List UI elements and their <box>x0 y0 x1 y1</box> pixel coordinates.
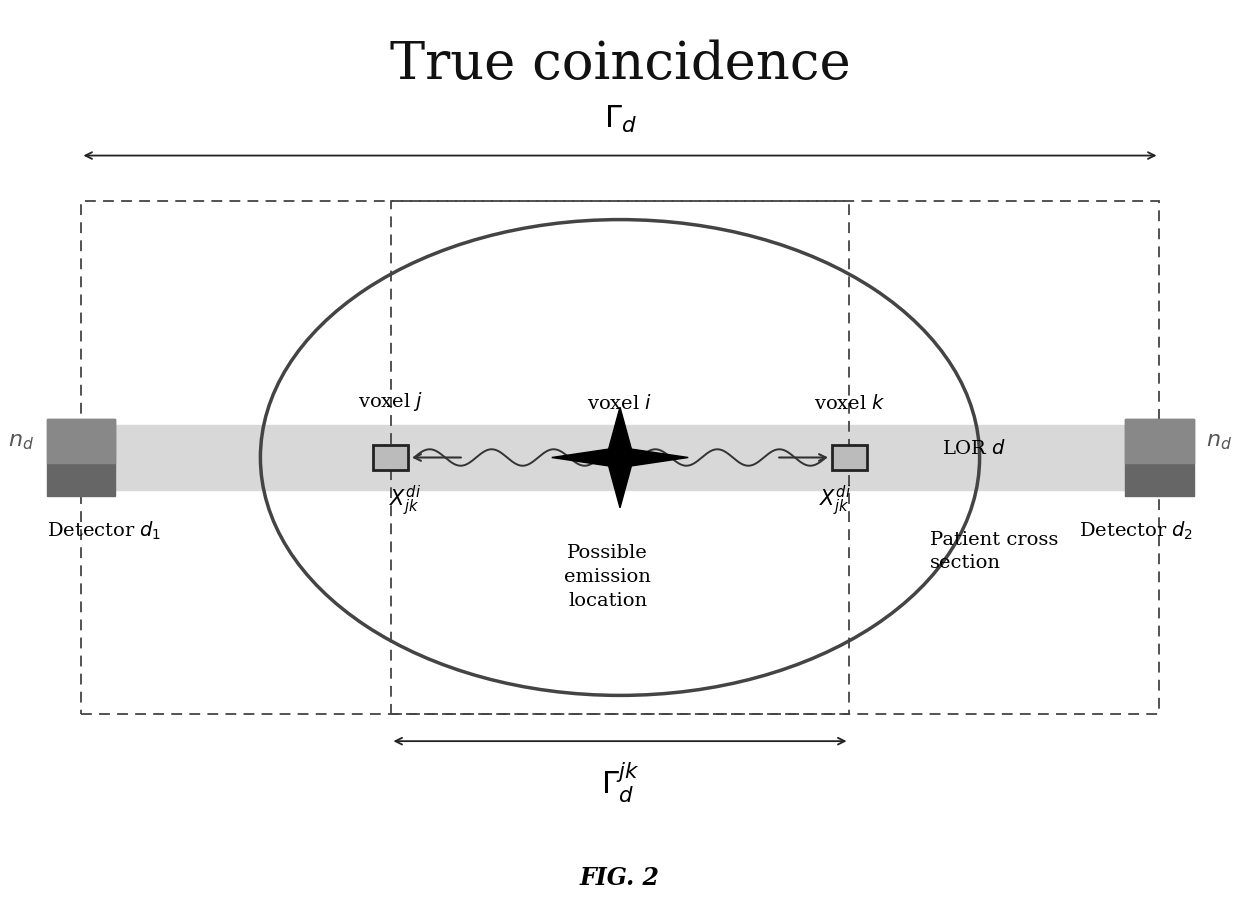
Bar <box>47 419 114 463</box>
Bar <box>373 445 408 470</box>
Text: $n_d$: $n_d$ <box>1205 429 1231 452</box>
Text: $\Gamma_d$: $\Gamma_d$ <box>604 104 636 135</box>
Text: $\Gamma_d^{jk}$: $\Gamma_d^{jk}$ <box>601 761 639 805</box>
Text: LOR $d$: LOR $d$ <box>942 439 1007 458</box>
Text: voxel $j$: voxel $j$ <box>358 390 423 413</box>
Bar <box>81 201 1159 714</box>
Text: voxel $i$: voxel $i$ <box>588 393 652 413</box>
Text: $n_d$: $n_d$ <box>9 429 35 452</box>
Text: FIG. 2: FIG. 2 <box>580 867 660 890</box>
Bar <box>1126 419 1194 463</box>
Polygon shape <box>552 407 688 508</box>
Text: $X_{jk}^{di}$: $X_{jk}^{di}$ <box>389 484 422 519</box>
Bar <box>47 419 114 496</box>
Text: Detector $d_1$: Detector $d_1$ <box>47 520 161 542</box>
Text: Patient cross
section: Patient cross section <box>930 531 1059 572</box>
Text: Possible
emission
location: Possible emission location <box>564 544 651 609</box>
Bar <box>391 201 849 714</box>
Text: Detector $d_2$: Detector $d_2$ <box>1079 520 1193 542</box>
Bar <box>1126 419 1194 496</box>
Text: $X_{jk}^{di}$: $X_{jk}^{di}$ <box>818 484 851 519</box>
Bar <box>832 445 867 470</box>
Text: voxel $k$: voxel $k$ <box>813 393 885 413</box>
Bar <box>62 425 1178 490</box>
Text: True coincidence: True coincidence <box>389 38 851 90</box>
